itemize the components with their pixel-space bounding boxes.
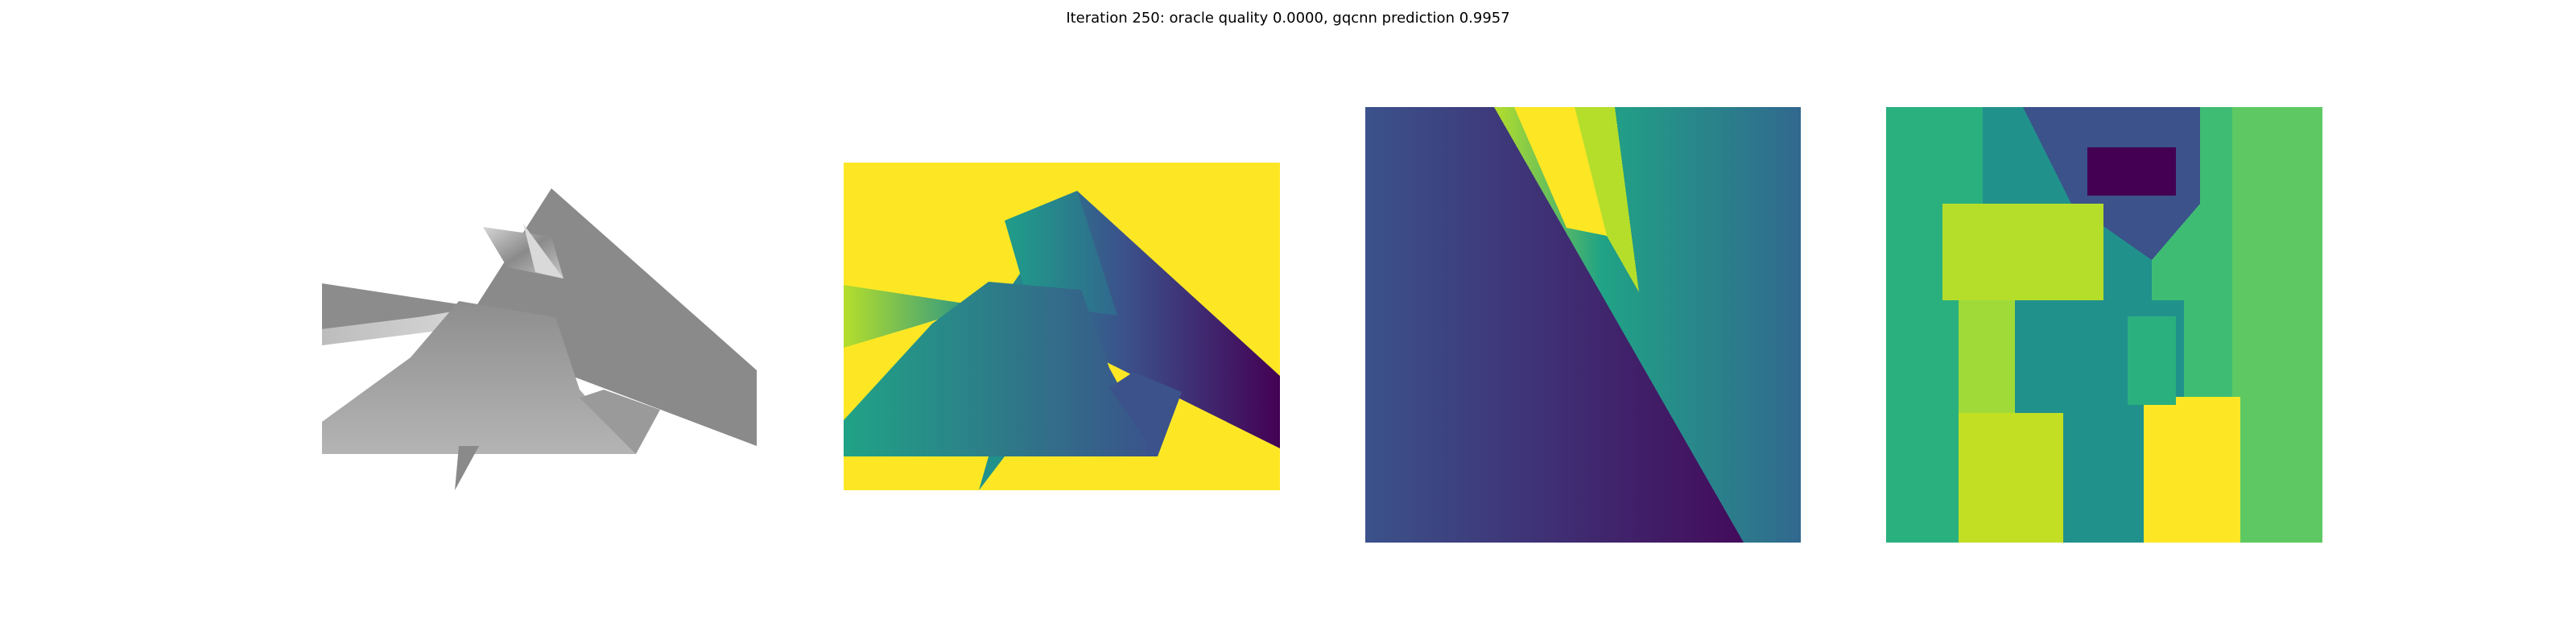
rendered-object-image — [322, 188, 757, 490]
depth-image — [844, 163, 1280, 490]
depth-crop-left — [1365, 107, 1801, 543]
depth-object — [844, 191, 1280, 490]
figure-title: Iteration 250: oracle quality 0.0000, gq… — [1066, 10, 1510, 27]
object-silhouette — [322, 188, 757, 490]
depth-crop-right — [1886, 107, 2322, 543]
